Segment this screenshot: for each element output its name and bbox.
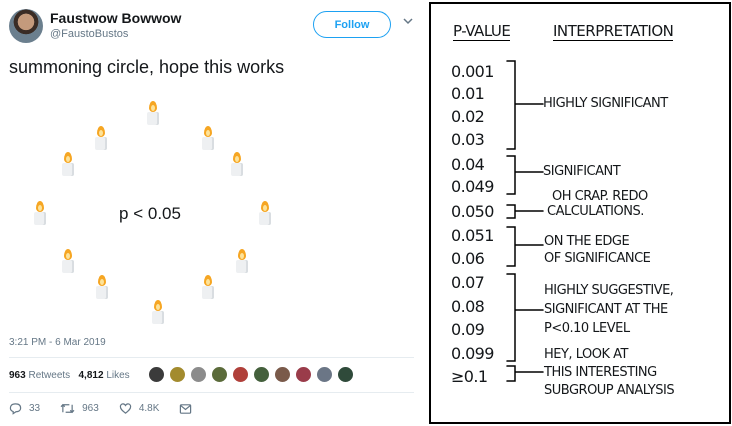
header-interpretation: INTERPRETATION bbox=[553, 22, 674, 41]
interp-line: P<0.10 LEVEL bbox=[544, 321, 630, 336]
p-value: 0.04 bbox=[451, 155, 485, 174]
avatar[interactable] bbox=[211, 366, 228, 383]
p-value: 0.03 bbox=[451, 130, 485, 149]
p-value: 0.08 bbox=[451, 297, 485, 316]
candle-icon bbox=[235, 249, 249, 273]
candle-icon bbox=[33, 201, 47, 225]
avatar[interactable] bbox=[9, 9, 43, 43]
p-value: 0.01 bbox=[451, 84, 485, 103]
engagement-stats: 963 Retweets 4,812 Likes bbox=[9, 370, 130, 381]
p-value: 0.051 bbox=[451, 226, 494, 245]
avatar[interactable] bbox=[232, 366, 249, 383]
interp-line: OH CRAP. REDO bbox=[552, 189, 648, 204]
p-value: 0.02 bbox=[451, 107, 485, 126]
retweets-count[interactable]: 963 bbox=[9, 370, 26, 381]
reply-icon bbox=[9, 403, 22, 415]
bracket-lines bbox=[506, 60, 544, 382]
p-value: 0.06 bbox=[451, 249, 485, 268]
follow-button[interactable]: Follow bbox=[313, 11, 391, 38]
avatar[interactable] bbox=[169, 366, 186, 383]
xkcd-comic: P-VALUE INTERPRETATION 0.001 0.01 0.02 0… bbox=[429, 2, 731, 424]
p-value: 0.07 bbox=[451, 273, 485, 292]
candle-icon bbox=[61, 152, 75, 176]
p-value-text: p < 0.05 bbox=[119, 204, 181, 223]
p-value: ≥0.1 bbox=[451, 367, 488, 386]
interp-line: SIGNIFICANT AT THE bbox=[544, 302, 668, 317]
candle-icon bbox=[230, 152, 244, 176]
tweet-actions: 33 963 4.8K bbox=[9, 402, 219, 415]
like-icon bbox=[119, 403, 132, 414]
avatar[interactable] bbox=[148, 366, 165, 383]
retweet-button[interactable]: 963 bbox=[60, 402, 99, 415]
retweet-count: 963 bbox=[82, 403, 99, 414]
interp-line: CALCULATIONS. bbox=[547, 204, 644, 219]
divider bbox=[9, 392, 414, 393]
candle-icon bbox=[201, 275, 215, 299]
candle-icon bbox=[146, 101, 160, 125]
p-value: 0.099 bbox=[451, 344, 494, 363]
chevron-down-icon[interactable] bbox=[402, 15, 414, 27]
interp-line: THIS INTERESTING bbox=[544, 365, 657, 380]
candle-icon bbox=[151, 300, 165, 324]
retweet-icon bbox=[60, 403, 75, 414]
tweet-card: Faustwow Bowwow @FaustoBustos Follow sum… bbox=[9, 9, 414, 415]
timestamp[interactable]: 3:21 PM - 6 Mar 2019 bbox=[9, 337, 106, 348]
avatar[interactable] bbox=[337, 366, 354, 383]
p-value: 0.09 bbox=[451, 320, 485, 339]
interp-significant: SIGNIFICANT bbox=[543, 164, 621, 179]
retweets-label[interactable]: Retweets bbox=[28, 370, 71, 381]
candle-icon bbox=[61, 249, 75, 273]
candle-icon bbox=[94, 126, 108, 150]
p-value: 0.050 bbox=[451, 202, 494, 221]
interp-line: SUBGROUP ANALYSIS bbox=[544, 383, 675, 398]
avatar[interactable] bbox=[295, 366, 312, 383]
dm-icon bbox=[180, 403, 192, 414]
interp-line: OF SIGNIFICANCE bbox=[544, 251, 651, 266]
header-pvalue: P-VALUE bbox=[453, 22, 511, 41]
divider bbox=[9, 357, 414, 358]
interp-line: ON THE EDGE bbox=[544, 234, 630, 249]
candle-icon bbox=[201, 126, 215, 150]
reply-button[interactable]: 33 bbox=[9, 402, 40, 415]
candle-icon bbox=[95, 275, 109, 299]
dm-button[interactable] bbox=[179, 403, 199, 415]
reply-count: 33 bbox=[29, 403, 41, 414]
p-value: 0.001 bbox=[451, 62, 494, 81]
like-button[interactable]: 4.8K bbox=[119, 402, 160, 415]
likes-label[interactable]: Likes bbox=[106, 370, 130, 381]
tweet-text: summoning circle, hope this works bbox=[9, 57, 285, 77]
avatar[interactable] bbox=[190, 366, 207, 383]
like-count: 4.8K bbox=[138, 403, 160, 414]
display-name[interactable]: Faustwow Bowwow bbox=[50, 10, 182, 26]
interp-line: HEY, LOOK AT bbox=[544, 347, 628, 362]
avatar[interactable] bbox=[253, 366, 270, 383]
liker-avatars bbox=[148, 366, 358, 383]
interp-line: HIGHLY SUGGESTIVE, bbox=[544, 283, 674, 298]
avatar[interactable] bbox=[274, 366, 291, 383]
candle-icon bbox=[258, 201, 272, 225]
p-value: 0.049 bbox=[451, 177, 494, 196]
user-handle[interactable]: @FaustoBustos bbox=[50, 28, 129, 40]
avatar[interactable] bbox=[316, 366, 333, 383]
interp-highly-significant: HIGHLY SIGNIFICANT bbox=[543, 96, 668, 111]
likes-count[interactable]: 4,812 bbox=[78, 370, 104, 381]
